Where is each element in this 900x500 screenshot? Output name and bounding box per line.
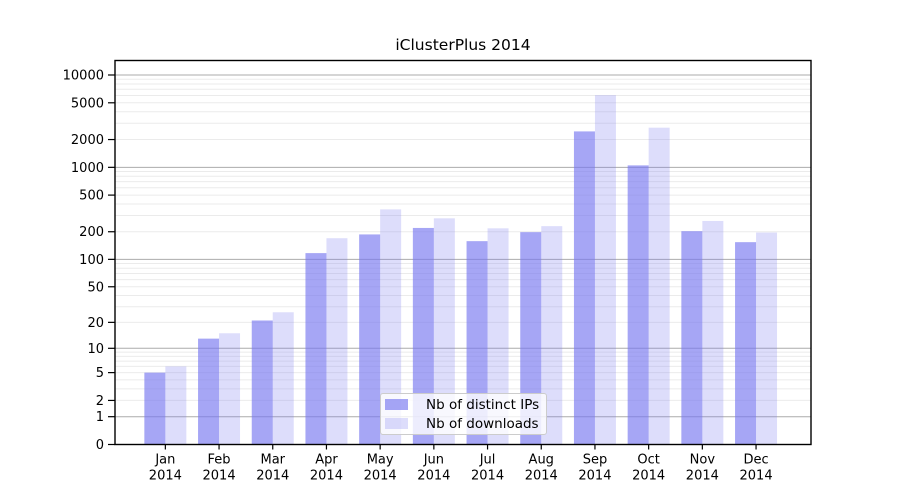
legend-label-downloads: Nb of downloads xyxy=(426,415,539,432)
y-tick-label-20: 20 xyxy=(87,316,104,331)
bar-feb-2014-distinct-ips xyxy=(198,338,220,445)
bar-jun-2014-distinct-ips xyxy=(412,227,434,445)
y-tick-label-2: 2 xyxy=(96,394,104,409)
x-tick-label-aug-2014: Aug 2014 xyxy=(525,453,558,484)
bar-nov-2014-downloads xyxy=(702,220,724,445)
bar-jan-2014-downloads xyxy=(165,366,187,445)
bar-dec-2014-distinct-ips xyxy=(735,242,757,445)
y-tick-label-2000: 2000 xyxy=(71,133,104,148)
bar-aug-2014-downloads xyxy=(541,226,563,445)
bar-may-2014-distinct-ips xyxy=(359,234,381,445)
bar-jan-2014-distinct-ips xyxy=(144,372,166,445)
plot-frame xyxy=(114,59,812,446)
series-downloads xyxy=(165,95,778,445)
bar-oct-2014-downloads xyxy=(648,127,670,445)
y-tick-label-200: 200 xyxy=(79,225,104,240)
x-tick-label-jan-2014: Jan 2014 xyxy=(149,453,182,484)
x-tick-label-nov-2014: Nov 2014 xyxy=(686,453,719,484)
legend-label-distinct-ips: Nb of distinct IPs xyxy=(426,396,540,413)
x-tick-label-feb-2014: Feb 2014 xyxy=(203,453,236,484)
bar-jun-2014-downloads xyxy=(433,218,455,445)
x-tick-label-apr-2014: Apr 2014 xyxy=(310,453,343,484)
y-tick-label-1: 1 xyxy=(96,410,104,425)
bar-mar-2014-distinct-ips xyxy=(251,320,273,445)
x-tick-label-oct-2014: Oct 2014 xyxy=(632,453,665,484)
legend-item-distinct-ips: Nb of distinct IPs xyxy=(385,397,546,413)
bar-dec-2014-downloads xyxy=(756,232,778,445)
bars xyxy=(144,95,778,445)
x-tick-label-may-2014: May 2014 xyxy=(364,453,397,484)
y-tick-label-5000: 5000 xyxy=(71,96,104,111)
x-axis: Jan 2014 Feb 2014 Mar 2014 Apr 2014 May 2014 Jun 20… xyxy=(149,444,773,484)
y-tick-label-5: 5 xyxy=(96,366,104,381)
bar-aug-2014-distinct-ips xyxy=(520,232,542,445)
series-distinct-ips xyxy=(144,131,757,445)
bar-mar-2014-downloads xyxy=(272,312,294,445)
legend: Nb of distinct IPs Nb of downloads xyxy=(380,393,547,435)
bar-may-2014-downloads xyxy=(380,209,402,445)
chart-title: iClusterPlus 2014 xyxy=(395,36,531,54)
bar-jul-2014-downloads xyxy=(487,228,509,445)
bar-oct-2014-distinct-ips xyxy=(627,165,649,445)
bar-apr-2014-downloads xyxy=(326,238,348,445)
x-tick-label-jun-2014: Jun 2014 xyxy=(417,453,450,484)
y-tick-label-10000: 10000 xyxy=(63,68,104,83)
bar-sep-2014-downloads xyxy=(594,95,616,445)
x-tick-label-sep-2014: Sep 2014 xyxy=(578,453,611,484)
bar-feb-2014-downloads xyxy=(219,333,241,445)
bar-sep-2014-distinct-ips xyxy=(573,131,595,445)
bar-apr-2014-distinct-ips xyxy=(305,253,327,445)
x-tick-label-mar-2014: Mar 2014 xyxy=(256,453,289,484)
y-tick-label-50: 50 xyxy=(87,280,104,295)
y-tick-label-10: 10 xyxy=(87,342,104,357)
y-tick-label-0: 0 xyxy=(96,438,104,453)
legend-item-downloads: Nb of downloads xyxy=(385,416,546,432)
x-tick-label-dec-2014: Dec 2014 xyxy=(740,453,773,484)
x-tick-label-jul-2014: Jul 2014 xyxy=(471,453,504,484)
y-tick-label-500: 500 xyxy=(79,189,104,204)
y-tick-label-100: 100 xyxy=(79,253,104,268)
y-tick-label-1000: 1000 xyxy=(71,161,104,176)
bar-nov-2014-distinct-ips xyxy=(681,231,703,445)
y-axis: 0 12 5 10 20 50 100 200 500 1000 2000 5000 10000 xyxy=(63,68,115,453)
legend-swatch-downloads xyxy=(385,418,408,429)
legend-swatch-distinct-ips xyxy=(385,399,408,410)
